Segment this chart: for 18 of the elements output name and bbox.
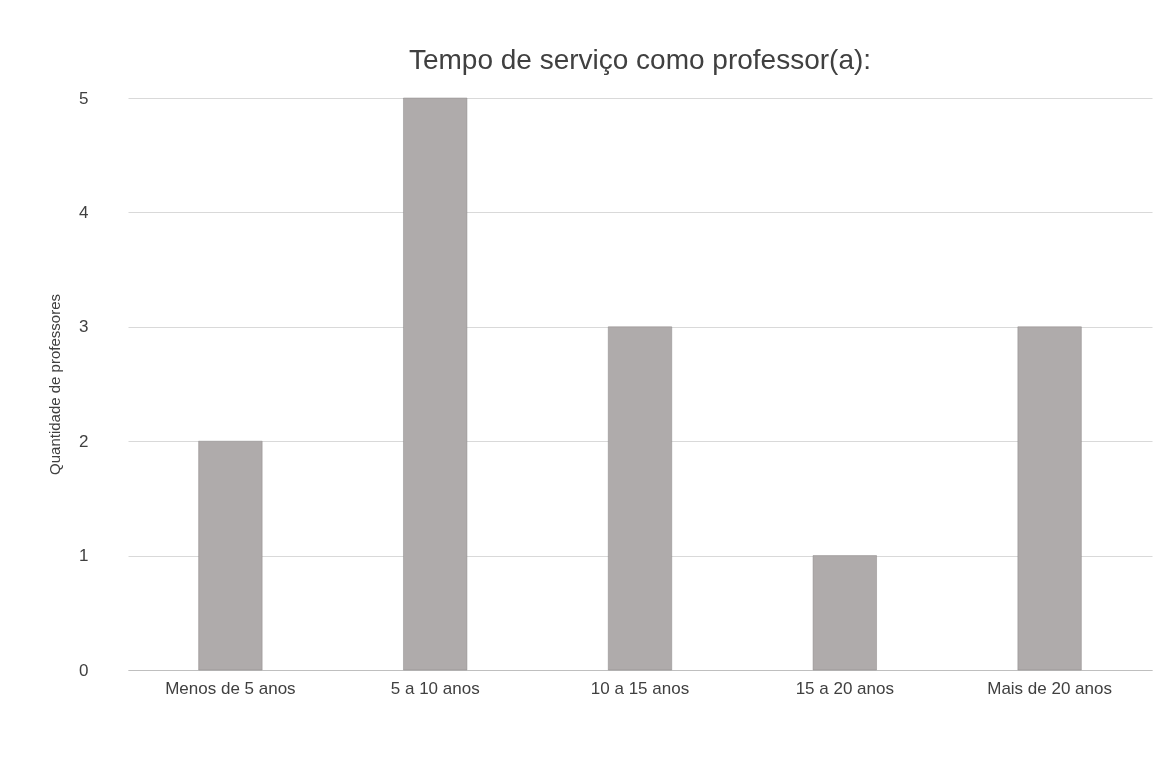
x-tick-label: Menos de 5 anos	[165, 678, 296, 698]
bar	[812, 555, 877, 671]
y-tick-label: 1	[79, 546, 89, 566]
x-tick-label: 5 a 10 anos	[390, 678, 480, 698]
y-tick-label: 3	[79, 317, 89, 337]
y-tick-label: 0	[79, 660, 89, 680]
x-tick-label: 10 a 15 anos	[590, 678, 690, 698]
x-tick-label: Mais de 20 anos	[987, 678, 1112, 698]
y-tick-label: 5	[79, 88, 89, 108]
bar	[1017, 326, 1082, 671]
bar	[198, 440, 263, 671]
chart-title: Tempo de serviço como professor(a):	[408, 44, 872, 75]
y-tick-label: 4	[79, 202, 89, 222]
bar	[403, 97, 468, 671]
y-tick-label: 2	[79, 431, 89, 451]
x-tick-label: 15 a 20 anos	[795, 678, 894, 698]
y-axis-title: Quantidade de professores	[46, 294, 64, 475]
bar	[608, 326, 672, 671]
